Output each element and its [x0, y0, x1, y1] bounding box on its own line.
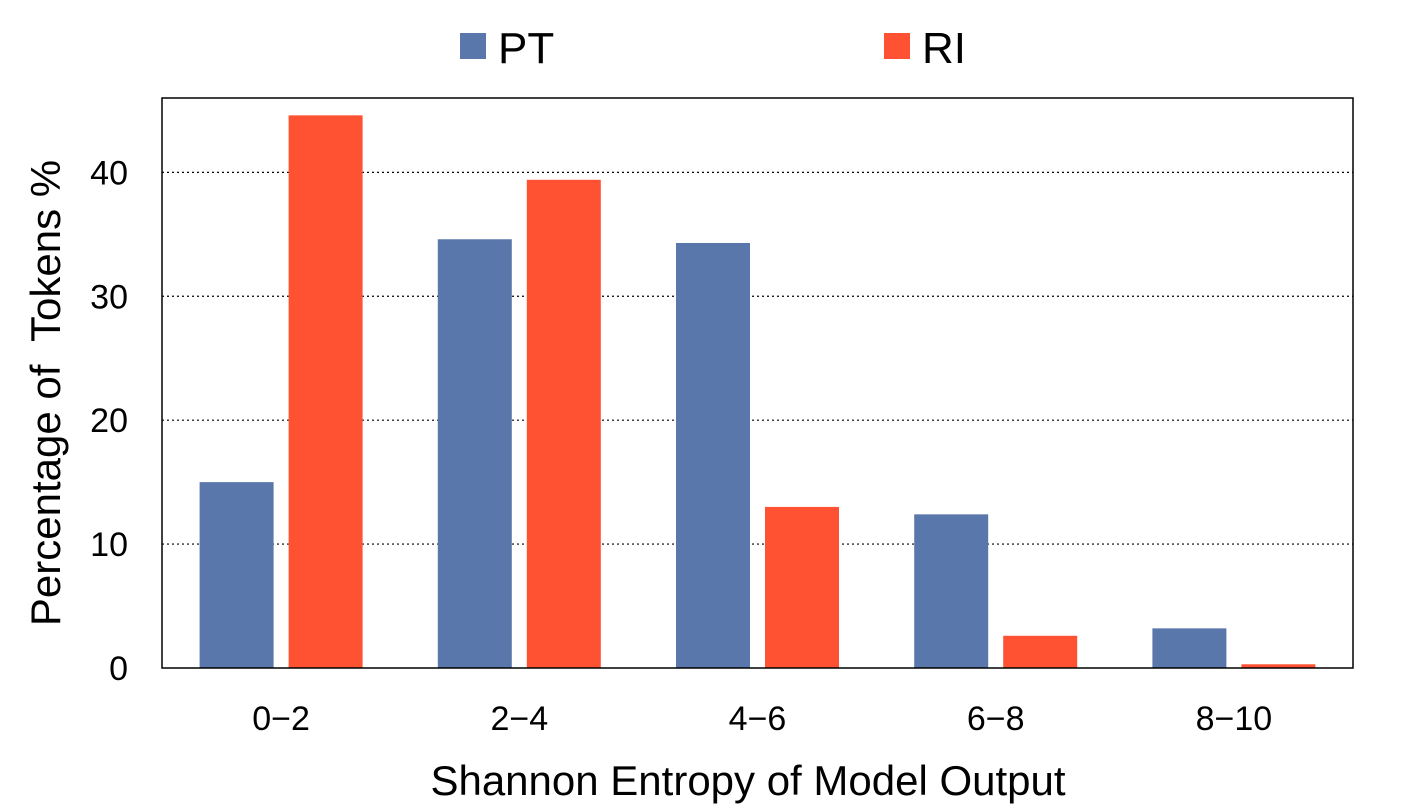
- bar-pt-4: [1152, 628, 1227, 668]
- x-tick-label: 2−4: [490, 700, 548, 738]
- legend-label-ri: RI: [922, 24, 966, 73]
- bar-ri-3: [1003, 635, 1078, 668]
- bar-pt-0: [199, 482, 274, 668]
- y-tick-label: 0: [109, 650, 128, 688]
- x-tick-label: 6−8: [967, 700, 1025, 738]
- y-axis-title: Percentage of Tokens %: [22, 160, 69, 626]
- x-axis-title: Shannon Entropy of Model Output: [430, 757, 1065, 804]
- legend-swatch-ri: [884, 33, 910, 59]
- x-tick-label: 4−6: [729, 700, 787, 738]
- y-axis-ticks: 0 10 20 30 40: [90, 154, 128, 688]
- y-tick-label: 10: [90, 526, 128, 564]
- x-tick-label: 0−2: [252, 700, 310, 738]
- gridlines: [162, 171, 1353, 545]
- y-tick-label: 20: [90, 402, 128, 440]
- legend-swatch-pt: [460, 33, 486, 59]
- bar-ri-1: [526, 179, 601, 669]
- y-tick-label: 40: [90, 154, 128, 192]
- plot-frame: [161, 97, 1354, 669]
- legend: PT RI: [460, 24, 966, 73]
- x-axis-ticks: 0−2 2−4 4−6 6−8 8−10: [252, 700, 1272, 738]
- bar-pt-2: [676, 242, 750, 668]
- bar-ri-4: [1241, 664, 1316, 668]
- x-tick-label: 8−10: [1196, 700, 1273, 738]
- y-tick-label: 30: [90, 278, 128, 316]
- bar-pt-1: [437, 239, 512, 668]
- bars: [199, 115, 1316, 669]
- legend-label-pt: PT: [498, 24, 554, 73]
- bar-ri-2: [765, 506, 839, 668]
- bar-ri-0: [288, 115, 363, 668]
- bar-pt-3: [914, 514, 989, 668]
